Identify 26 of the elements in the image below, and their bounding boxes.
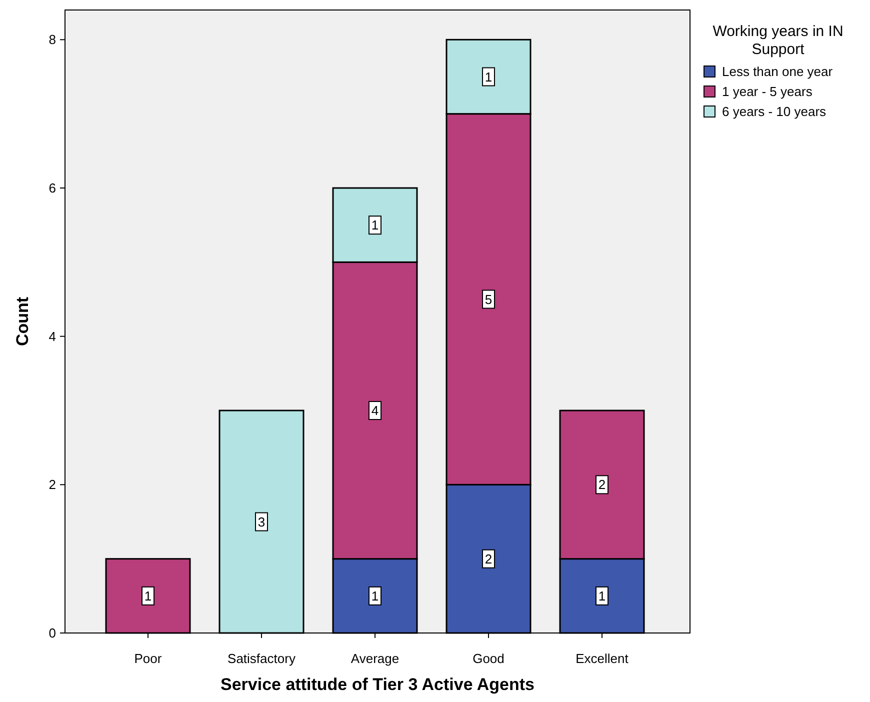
- legend-label: 1 year - 5 years: [722, 84, 813, 99]
- data-label: 5: [484, 292, 492, 307]
- x-axis-title: Service attitude of Tier 3 Active Agents: [220, 675, 534, 694]
- x-tick-label: Poor: [134, 651, 162, 666]
- data-label: 1: [598, 588, 606, 604]
- legend-title: Working years in IN Support: [712, 23, 844, 58]
- y-tick-label: 6: [48, 180, 56, 196]
- data-label: 1: [371, 588, 379, 604]
- y-tick-label: 8: [48, 32, 56, 48]
- legend-label: 6 years - 10 years: [722, 104, 827, 119]
- x-tick-label: Satisfactory: [228, 651, 296, 666]
- y-axis-title: Count: [13, 296, 32, 346]
- data-label: 3: [258, 514, 266, 530]
- legend-label: Less than one year: [722, 64, 834, 79]
- y-tick-label: 2: [48, 477, 56, 492]
- y-tick-label: 0: [48, 626, 56, 640]
- data-label: 1: [144, 588, 152, 604]
- x-tick-label: Excellent: [576, 651, 629, 666]
- data-label: 4: [371, 403, 379, 418]
- x-tick-label: Good: [472, 651, 504, 666]
- data-label: 1: [371, 218, 379, 233]
- y-tick-label: 4: [48, 328, 56, 344]
- x-tick-label: Average: [350, 651, 400, 666]
- data-label: 2: [598, 477, 606, 492]
- data-label: 1: [484, 69, 492, 84]
- data-label: 2: [484, 551, 492, 566]
